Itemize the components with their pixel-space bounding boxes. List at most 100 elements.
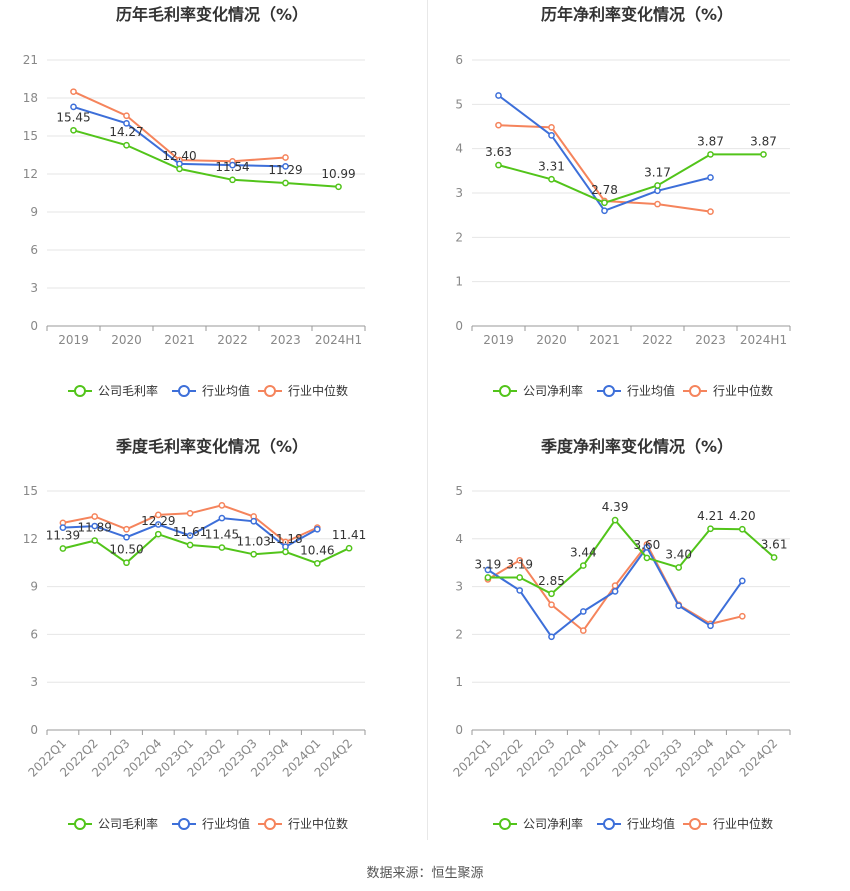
chart-title: 季度净利率变化情况（%） (540, 437, 733, 456)
x-tick-label: 2021 (164, 333, 195, 347)
data-point-company (154, 530, 162, 538)
y-tick-label: 5 (455, 97, 463, 111)
y-tick-label: 15 (23, 129, 38, 143)
line-circle-icon (264, 385, 276, 397)
series-line-company (487, 518, 775, 596)
data-point-industry_avg (654, 187, 661, 195)
data-point-industry_avg (59, 524, 67, 531)
y-tick-label: 9 (30, 580, 38, 594)
data-point-company (313, 559, 321, 567)
data-point-industry_avg (548, 633, 555, 641)
y-tick-label: 3 (30, 281, 38, 295)
chart-panel-annual-gross-margin: 历年毛利率变化情况（%） 0 3 6 9 12 15 18 21 2019 2020 2021 2022… (0, 0, 425, 430)
data-point-industry_avg (484, 566, 492, 574)
x-tick-label: 2019 (483, 333, 514, 347)
legend-label: 行业中位数 (288, 383, 348, 398)
legend-item: 公司毛利率 (68, 383, 158, 398)
data-point-company (91, 537, 99, 544)
legend-label: 行业均值 (202, 816, 250, 831)
x-tick-label: 2019 (58, 333, 89, 347)
data-label: 3.19 (506, 558, 533, 572)
y-tick-label: 5 (455, 484, 463, 498)
data-point-company (484, 574, 492, 581)
data-point-company (218, 544, 226, 551)
chart-panel-annual-net-margin: 历年净利率变化情况（%） 0 1 2 3 4 5 6 2019 2020 2021 2022 2023 2… (425, 0, 850, 430)
data-label: 3.60 (634, 538, 661, 552)
y-tick-label: 4 (455, 532, 463, 546)
y-tick-label: 0 (30, 723, 38, 737)
data-label: 11.18 (268, 532, 302, 546)
legend-label: 公司毛利率 (98, 816, 158, 831)
legend-item: 行业均值 (597, 383, 675, 398)
data-point-industry_median (123, 112, 130, 120)
data-point-company (59, 545, 67, 552)
legend-label: 公司净利率 (523, 816, 583, 831)
data-label: 3.61 (761, 537, 788, 551)
series-line-company (62, 533, 350, 565)
legend-item: 公司净利率 (493, 816, 583, 831)
x-tick-label: 2024H1 (740, 333, 787, 347)
data-point-company (738, 525, 746, 533)
data-point-industry_median (495, 121, 502, 129)
data-point-industry_median (579, 627, 587, 634)
data-label: 14.27 (109, 125, 143, 139)
line-circle-icon (499, 385, 511, 397)
legend-item: 行业中位数 (683, 816, 773, 831)
y-tick-label: 0 (30, 319, 38, 333)
line-circle-icon (603, 818, 615, 830)
data-point-industry_median (154, 511, 162, 519)
y-tick-label: 6 (30, 627, 38, 641)
y-tick-label: 1 (455, 675, 463, 689)
data-point-company (579, 562, 587, 569)
y-tick-label: 15 (23, 484, 38, 498)
data-point-company (707, 525, 714, 533)
data-point-industry_median (218, 501, 226, 509)
legend-label: 行业均值 (202, 383, 250, 398)
legend-item: 行业中位数 (258, 816, 348, 831)
data-label: 3.87 (750, 134, 777, 148)
data-point-industry_avg (738, 577, 746, 585)
data-point-industry_avg (579, 608, 587, 615)
data-point-industry_avg (495, 92, 502, 99)
y-tick-label: 3 (455, 186, 463, 200)
data-point-industry_median (548, 124, 555, 131)
data-point-industry_avg (229, 161, 236, 169)
data-point-industry_avg (250, 517, 258, 525)
data-point-industry_avg (643, 544, 651, 551)
data-point-company (643, 554, 651, 562)
x-tick-label: 2020 (536, 333, 567, 347)
y-tick-label: 6 (30, 243, 38, 257)
x-tick-label: 2023 (695, 333, 726, 347)
data-label: 11.41 (332, 528, 366, 542)
data-point-industry_median (186, 509, 194, 517)
data-point-industry_avg (675, 602, 683, 610)
data-label: 4.39 (602, 500, 629, 514)
y-tick-label: 12 (23, 167, 38, 181)
data-point-industry_avg (123, 533, 130, 541)
legend-item: 行业中位数 (683, 383, 773, 398)
legend-item: 行业均值 (597, 816, 675, 831)
data-label: 12.40 (162, 149, 196, 163)
data-point-industry_avg (186, 532, 194, 539)
data-label: 3.31 (538, 159, 565, 173)
data-point-industry_median (91, 513, 99, 520)
data-label: 11.61 (173, 525, 207, 539)
data-label: 15.45 (56, 110, 90, 124)
data-point-industry_avg (548, 132, 555, 139)
line-circle-icon (74, 385, 86, 397)
data-label: 11.39 (46, 529, 80, 543)
chart-title: 历年净利率变化情况（%） (541, 5, 733, 24)
x-tick-label: 2020 (111, 333, 142, 347)
data-point-company (282, 548, 289, 556)
y-tick-label: 9 (30, 205, 38, 219)
data-point-industry_avg (154, 521, 162, 528)
x-tick-label: 2022 (217, 333, 248, 347)
chart-panel-quarterly-gross-margin: 季度毛利率变化情况（%） 0 3 6 9 12 15 2022Q1 2022Q2 2022Q3 20… (0, 430, 425, 860)
data-point-industry_avg (707, 622, 714, 630)
x-tick-label: 2024H1 (315, 333, 362, 347)
data-point-company (760, 151, 767, 158)
data-point-company (601, 199, 608, 207)
y-tick-label: 2 (455, 627, 463, 641)
y-tick-label: 3 (30, 675, 38, 689)
legend-label: 行业中位数 (713, 383, 773, 398)
